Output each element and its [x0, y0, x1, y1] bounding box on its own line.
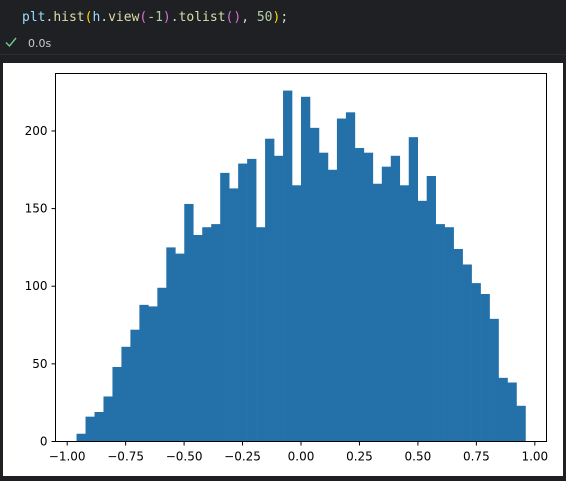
histogram-bar — [256, 227, 266, 442]
code-token: , — [241, 10, 257, 25]
x-tick-label: 0.25 — [346, 450, 373, 464]
y-tick-label: 150 — [25, 202, 48, 216]
code-token: ( — [139, 10, 148, 25]
histogram-bar — [363, 152, 374, 442]
code-token: . — [45, 10, 54, 25]
histogram-bar — [283, 90, 293, 442]
histogram-bar — [175, 253, 185, 442]
histogram-bar — [372, 183, 383, 442]
histogram-bar — [220, 172, 230, 442]
code-token: 50 — [256, 10, 273, 25]
histogram-bar — [166, 247, 176, 442]
histogram-bar — [193, 234, 203, 442]
histogram-bar — [498, 377, 508, 442]
y-tick-label: 0 — [40, 435, 48, 449]
check-icon — [5, 37, 17, 48]
histogram-bar — [471, 283, 481, 442]
histogram-bar — [507, 382, 517, 442]
code-token: plt — [22, 10, 46, 25]
histogram-bar — [354, 148, 365, 442]
histogram-bar — [292, 185, 302, 442]
histogram-bar — [390, 155, 401, 442]
code-token: ) — [272, 10, 281, 25]
histogram-bar — [408, 137, 419, 442]
x-tick-label: 0.00 — [288, 450, 315, 464]
execution-time: 0.0s — [28, 37, 52, 50]
x-tick-label: 0.50 — [405, 450, 432, 464]
histogram-bar — [444, 227, 454, 442]
histogram-bar — [516, 405, 526, 442]
histogram-bar — [345, 112, 356, 442]
code-token: h — [92, 10, 101, 25]
bars-group — [76, 90, 526, 442]
x-tick-label: 1.00 — [521, 450, 548, 464]
histogram-bar — [309, 127, 320, 442]
y-tick-label: 200 — [25, 124, 48, 138]
y-tick-label: 50 — [32, 357, 47, 371]
histogram-bar — [453, 248, 463, 442]
x-tick-label: −0.75 — [107, 450, 144, 464]
histogram-bar — [336, 118, 347, 442]
histogram-bar — [184, 203, 194, 442]
histogram-bar — [426, 175, 436, 442]
histogram-bar — [462, 264, 472, 442]
y-axis: 0 50 100 150 200 — [25, 124, 56, 449]
y-tick-label: 100 — [25, 279, 48, 293]
code-token: ) — [162, 10, 171, 25]
code-token: view — [108, 10, 140, 25]
histogram-bar — [381, 166, 392, 442]
x-tick-label: 0.75 — [463, 450, 490, 464]
histogram-bar — [130, 329, 140, 442]
histogram-bar — [417, 200, 427, 442]
histogram-chart: −1.00 −0.75 −0.50 −0.25 0.00 0.25 0.50 0.75 1.00… — [25, 73, 548, 464]
histogram-bar — [399, 185, 410, 442]
histogram-bar — [301, 96, 311, 442]
histogram-bar — [157, 287, 167, 442]
histogram-bar — [139, 304, 149, 442]
cell-output: −1.00 −0.75 −0.50 −0.25 0.00 0.25 0.50 0.75 1.00… — [3, 63, 563, 476]
histogram-bar — [435, 224, 445, 442]
code-token: tolist — [178, 10, 226, 25]
histogram-bar — [318, 152, 329, 442]
code-token: . — [170, 10, 179, 25]
histogram-bar — [94, 411, 104, 442]
x-tick-label: −1.00 — [49, 450, 86, 464]
histogram-bar — [480, 293, 490, 442]
histogram-bar — [327, 169, 338, 442]
x-tick-label: −0.25 — [224, 450, 261, 464]
histogram-bar — [265, 138, 275, 442]
code-token: ( — [84, 10, 93, 25]
histogram-bar — [85, 416, 95, 442]
x-axis: −1.00 −0.75 −0.50 −0.25 0.00 0.25 0.50 0.75 1.00 — [49, 441, 548, 464]
code-token: . — [100, 10, 109, 25]
code-editor-line[interactable]: plt.hist(h.view(-1).tolist(), 50); — [0, 0, 566, 36]
histogram-bar — [247, 158, 257, 442]
histogram-bar — [148, 306, 158, 442]
code-token: -1 — [147, 10, 163, 25]
histogram-bar — [103, 396, 113, 442]
code-token: ; — [280, 10, 289, 25]
histogram-bar — [489, 318, 499, 442]
code-token: hist — [53, 10, 85, 25]
histogram-bar — [211, 224, 221, 442]
histogram-bar — [112, 366, 122, 442]
histogram-bar — [274, 155, 284, 442]
histogram-bar — [229, 188, 239, 442]
execution-status: 0.0s — [0, 34, 566, 54]
histogram-bar — [76, 433, 86, 442]
histogram-bar — [121, 346, 131, 442]
divider — [0, 54, 566, 55]
code-token: () — [225, 10, 242, 25]
histogram-bar — [238, 163, 248, 442]
histogram-bar — [202, 227, 212, 442]
x-tick-label: −0.50 — [166, 450, 203, 464]
